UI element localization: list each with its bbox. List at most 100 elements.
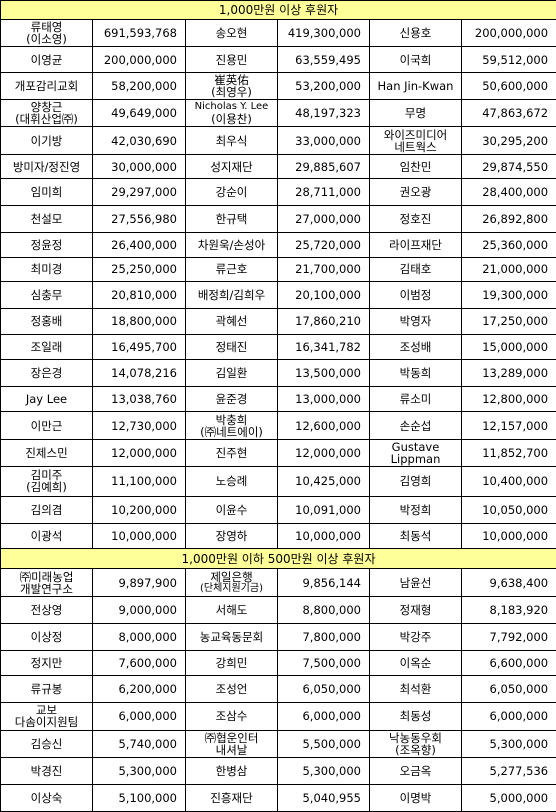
donation-amount-cell: 11,100,000 — [92, 465, 186, 497]
donor-name-cell: 정재형 — [369, 596, 462, 625]
donor-name-cell: 진흥재단 — [185, 783, 278, 812]
donor-name-cell: 이옥순 — [369, 650, 462, 677]
donor-row: 김미주 (김예희) 11,100,000 노승례 10,425,000 김영희 10,400… — [0, 465, 556, 497]
section-header-row: 1,000만원 이상 후원자 — [0, 0, 556, 20]
donor-name-cell: 이윤수 — [185, 495, 278, 524]
donor-name-cell: 정지만 — [0, 650, 93, 677]
donor-row: 교보 다솜이지원팀 6,000,000 조삼수 6,000,000 최동성 6,000,00… — [0, 701, 556, 731]
donor-name-cell: Han Jin-Kwan — [369, 72, 462, 101]
donor-name-cell: 성지재단 — [185, 154, 278, 180]
donor-name-cell: 崔英佑 (최영우) — [185, 72, 278, 101]
donation-amount-cell: 29,874,550 — [460, 154, 556, 180]
donor-row: ㈜미래농업 개발연구소 9,897,900 제일은행 (단체지원기금) 9,856,144… — [0, 568, 556, 598]
donor-name-cell: 류근호 — [185, 256, 278, 282]
donor-name-cell: 신용호 — [369, 18, 462, 47]
donor-name-cell: 윤준경 — [185, 386, 278, 413]
donor-name-cell: 진주현 — [185, 439, 278, 467]
donor-name-line: 네트웍스 — [394, 139, 437, 154]
donor-name-line: 내셔날 — [215, 742, 248, 757]
donation-amount-cell: 13,289,000 — [460, 359, 556, 388]
donation-amount-cell: 10,091,000 — [277, 495, 370, 524]
donation-amount-cell: 200,000,000 — [92, 45, 186, 74]
donor-row: 정윤정 26,400,000 차원욱/손성아 25,720,000 라이프재단 25,36… — [0, 231, 556, 258]
donation-amount-cell: 8,000,000 — [92, 623, 186, 652]
donation-amount-cell: 25,720,000 — [277, 231, 370, 258]
donor-row: 정지만 7,600,000 강희민 7,500,000 이옥순 6,600,000 — [0, 650, 556, 677]
donation-amount-cell: 6,000,000 — [277, 701, 370, 731]
donation-amount-cell: 49,649,000 — [92, 99, 186, 128]
donor-name-line: 와이즈미디어 — [383, 127, 448, 142]
donor-name-cell: 방미자/정진영 — [0, 154, 93, 180]
donor-name-line: 다솜이지원팀 — [14, 715, 79, 730]
donor-row: 이상숙 5,100,000 진흥재단 5,040,955 이명박 5,000,000 — [0, 783, 556, 812]
donation-amount-cell: 9,638,400 — [460, 568, 556, 598]
donor-name-cell: Nicholas Y. Lee (이용찬) — [185, 99, 278, 128]
donor-row: 이영균 200,000,000 진용민 63,559,495 이국희 59,512,000 — [0, 45, 556, 74]
donor-name-cell: 조성배 — [369, 334, 462, 361]
donor-name-cell: 제일은행 (단체지원기금) — [185, 568, 278, 598]
donor-name-cell: 송오현 — [185, 18, 278, 47]
donor-name-cell: 진용민 — [185, 45, 278, 74]
donation-amount-cell: 29,885,607 — [277, 154, 370, 180]
donor-name-cell: 조삼수 — [185, 701, 278, 731]
donor-name-cell: 김미주 (김예희) — [0, 465, 93, 497]
donation-amount-cell: 48,197,323 — [277, 99, 370, 128]
donor-name-cell: 낙농동우회 (조옥향) — [369, 729, 462, 758]
donor-name-line: Lippman — [390, 451, 441, 466]
donor-name-cell: 정홍배 — [0, 307, 93, 336]
donation-amount-cell: 7,792,000 — [460, 623, 556, 652]
donor-name-cell: 최석환 — [369, 675, 462, 703]
donor-name-cell: 박영자 — [369, 307, 462, 336]
donation-amount-cell: 5,100,000 — [92, 783, 186, 812]
donation-amount-cell: 5,277,536 — [460, 756, 556, 785]
donation-amount-cell: 6,000,000 — [460, 701, 556, 731]
donation-amount-cell: 691,593,768 — [92, 18, 186, 47]
donation-amount-cell: 21,000,000 — [460, 256, 556, 282]
donation-amount-cell: 10,000,000 — [277, 522, 370, 549]
donor-name-cell: 박충희 (㈜네트에이) — [185, 411, 278, 440]
donor-name-cell: 류태영 (이소영) — [0, 18, 93, 47]
donor-name-cell: 농교육동문회 — [185, 623, 278, 652]
donor-row: 천설모 27,556,980 한규택 27,000,000 정호진 26,892,800 — [0, 205, 556, 233]
donor-name-line: ㈜협운인터 — [204, 730, 259, 745]
donor-row: 장은경 14,078,216 김일환 13,500,000 박동희 13,289,000 — [0, 359, 556, 388]
donation-amount-cell: 6,050,000 — [277, 675, 370, 703]
donor-name-cell: 라이프재단 — [369, 231, 462, 258]
donation-amount-cell: 13,000,000 — [277, 386, 370, 413]
donor-row: 김의겸 10,200,000 이윤수 10,091,000 박정희 10,050,000 — [0, 495, 556, 524]
donor-name-cell: 이만근 — [0, 411, 93, 440]
donation-amount-cell: 8,183,920 — [460, 596, 556, 625]
donor-row: 양창근 (대휘산업㈜) 49,649,000 Nicholas Y. Lee (이용찬)… — [0, 99, 556, 128]
donor-name-cell: 손순섭 — [369, 411, 462, 440]
donation-amount-cell: 13,500,000 — [277, 359, 370, 388]
donor-name-cell: 류규봉 — [0, 675, 93, 703]
donor-name-cell: 이상정 — [0, 623, 93, 652]
donor-name-cell: 강순이 — [185, 178, 278, 207]
donation-amount-cell: 63,559,495 — [277, 45, 370, 74]
donor-name-line: 류태영 — [30, 19, 63, 34]
donor-name-cell: 이기방 — [0, 126, 93, 156]
donation-amount-cell: 20,100,000 — [277, 280, 370, 309]
donation-amount-cell: 26,892,800 — [460, 205, 556, 233]
donor-row: 이광석 10,000,000 장영하 10,000,000 최동석 10,000,000 — [0, 522, 556, 549]
donor-row: Jay Lee 13,038,760 윤준경 13,000,000 류소미 12,800,… — [0, 386, 556, 413]
donation-amount-cell: 5,000,000 — [460, 783, 556, 812]
donation-amount-cell: 42,030,690 — [92, 126, 186, 156]
donation-amount-cell: 12,800,000 — [460, 386, 556, 413]
donation-amount-cell: 20,810,000 — [92, 280, 186, 309]
donor-name-cell: 노승례 — [185, 465, 278, 497]
donation-amount-cell: 58,200,000 — [92, 72, 186, 101]
donation-amount-cell: 15,000,000 — [460, 334, 556, 361]
donation-amount-cell: 28,400,000 — [460, 178, 556, 207]
donation-amount-cell: 26,400,000 — [92, 231, 186, 258]
donation-amount-cell: 30,000,000 — [92, 154, 186, 180]
donor-name-line: ㈜미래농업 — [19, 569, 74, 584]
donor-name-cell: 양창근 (대휘산업㈜) — [0, 99, 93, 128]
donation-amount-cell: 9,897,900 — [92, 568, 186, 598]
donor-name-cell: 조성언 — [185, 675, 278, 703]
donation-amount-cell: 14,078,216 — [92, 359, 186, 388]
donor-name-cell: 배정희/김희우 — [185, 280, 278, 309]
donation-amount-cell: 16,341,782 — [277, 334, 370, 361]
donor-row: 심충무 20,810,000 배정희/김희우 20,100,000 이범정 19,300,… — [0, 280, 556, 309]
donor-row: 이기방 42,030,690 최우식 33,000,000 와이즈미디어 네트웍스 30,2… — [0, 126, 556, 156]
